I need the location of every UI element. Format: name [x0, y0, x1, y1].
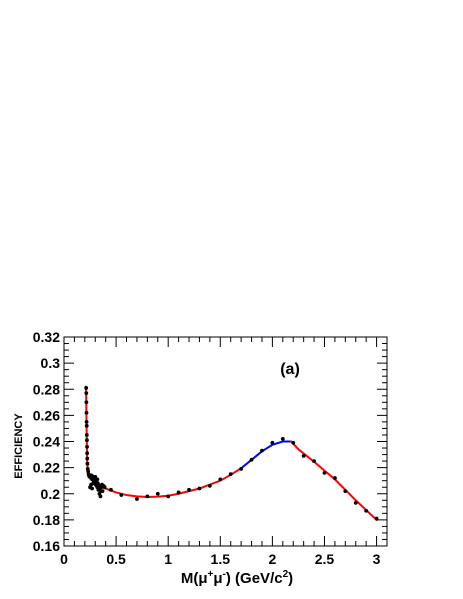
- x-tick-label: 3: [373, 551, 381, 567]
- panel-label: (a): [280, 361, 300, 378]
- data-point: [108, 487, 113, 492]
- data-point: [84, 423, 89, 428]
- data-point: [197, 486, 202, 491]
- data-point: [84, 391, 89, 396]
- x-axis-title: M(μ+μ-) (GeV/c2): [181, 569, 293, 587]
- data-point: [135, 497, 139, 501]
- data-point: [218, 477, 223, 482]
- fit-segment-blue: [240, 440, 293, 470]
- data-point: [228, 472, 233, 477]
- data-point: [333, 476, 337, 480]
- data-point: [85, 456, 90, 461]
- data-point: [90, 486, 95, 491]
- data-point: [176, 490, 181, 495]
- axis-ticks: [63, 336, 388, 547]
- data-point: [239, 467, 244, 471]
- fit-segment-red: [84, 385, 90, 476]
- tick-labels: 0 0.5 1 1.5 2 2.5 3 0.16 0.18 0.2 0.22 0.24 0.26 0.28…: [33, 329, 381, 567]
- x-tick-label: 0: [60, 551, 68, 567]
- y-tick-label: 0.24: [33, 434, 60, 450]
- data-point: [145, 494, 150, 499]
- data-point: [301, 453, 306, 458]
- y-tick-label: 0.32: [33, 329, 60, 345]
- x-tick-label: 2: [268, 551, 276, 567]
- data-point: [98, 494, 103, 499]
- data-point: [364, 508, 369, 513]
- data-point: [260, 448, 264, 453]
- data-point: [84, 386, 89, 390]
- y-tick-label: 0.18: [33, 512, 60, 528]
- x-tick-label: 1.5: [211, 551, 231, 567]
- data-point: [84, 410, 89, 415]
- y-tick-label: 0.22: [33, 460, 60, 476]
- data-point: [291, 440, 296, 445]
- fit-segment-red: [104, 467, 243, 499]
- data-point: [119, 493, 124, 497]
- data-point: [207, 484, 212, 488]
- fit-segment-red: [290, 440, 378, 521]
- data-point: [322, 470, 327, 475]
- data-point: [155, 491, 160, 496]
- data-point: [312, 459, 316, 463]
- data-point: [100, 489, 105, 494]
- x-tick-label: 2.5: [315, 551, 335, 567]
- data-point: [343, 489, 348, 494]
- data-point: [85, 461, 90, 466]
- x-tick-label: 1: [164, 551, 172, 567]
- data-point: [85, 451, 90, 456]
- data-point: [85, 444, 89, 449]
- plot-frame: [63, 336, 388, 547]
- data-point: [102, 485, 107, 490]
- y-tick-label: 0.3: [41, 355, 61, 371]
- data-point: [91, 481, 96, 486]
- data-point: [270, 440, 275, 445]
- data-points: [84, 386, 379, 521]
- y-tick-label: 0.2: [41, 486, 61, 502]
- data-point: [85, 438, 89, 443]
- data-point: [84, 420, 89, 424]
- y-axis-title: EFFICIENCY: [13, 413, 25, 479]
- data-point: [95, 477, 100, 482]
- data-point: [93, 474, 98, 479]
- data-point: [84, 433, 89, 437]
- data-point: [187, 487, 191, 492]
- data-point: [280, 436, 285, 441]
- data-point: [353, 500, 358, 505]
- fit-curves: [84, 385, 378, 521]
- data-point: [166, 494, 171, 499]
- y-tick-label: 0.16: [33, 538, 60, 554]
- y-tick-label: 0.26: [33, 407, 60, 423]
- data-point: [249, 457, 254, 462]
- x-tick-label: 0.5: [106, 551, 126, 567]
- data-point: [84, 400, 89, 405]
- y-tick-label: 0.28: [33, 381, 60, 397]
